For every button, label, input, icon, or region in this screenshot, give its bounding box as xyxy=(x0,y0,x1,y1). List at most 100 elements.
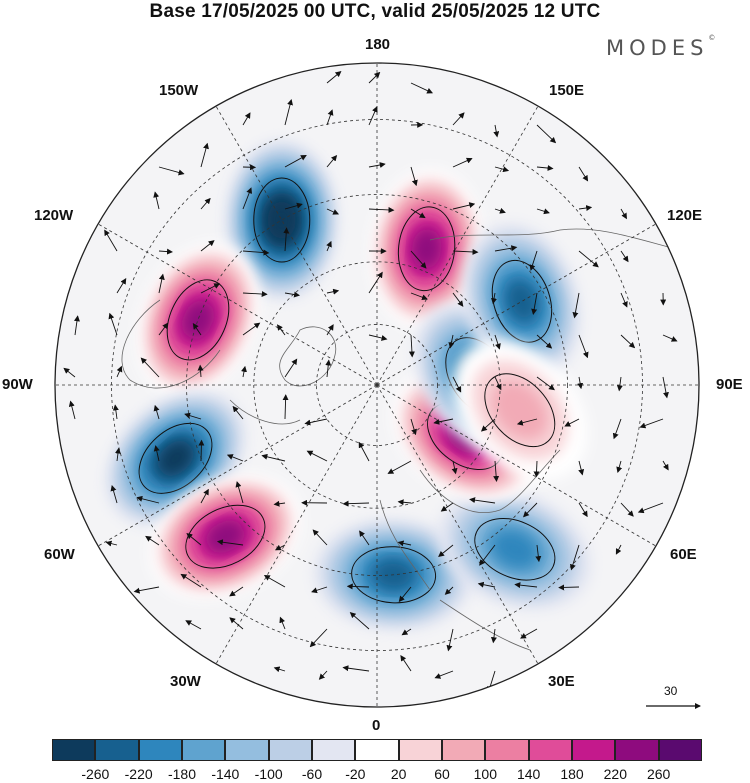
wind-vector-arrow xyxy=(346,583,370,590)
wind-vector-arrow xyxy=(368,106,378,126)
modes-logo: MODES© xyxy=(606,34,716,60)
wind-vector-arrow xyxy=(452,202,476,210)
wind-vector-arrow xyxy=(318,670,328,680)
wind-vector-arrow xyxy=(284,154,307,168)
wind-vector-arrow xyxy=(440,502,454,512)
lon-label-150e: 150E xyxy=(549,82,585,99)
lon-label-120e: 120E xyxy=(667,207,703,224)
wind-vector-arrow xyxy=(242,112,251,126)
wind-vector-arrow xyxy=(479,544,496,566)
wind-vector-arrow xyxy=(536,334,553,349)
colorbar-cell xyxy=(441,739,486,761)
wind-vector-arrow xyxy=(282,394,289,420)
wind-vector-arrow xyxy=(229,586,244,597)
wind-vector-arrow xyxy=(480,418,496,432)
wind-vector-arrow xyxy=(158,166,185,176)
wind-vector-arrow xyxy=(68,400,76,420)
wind-vector-arrow xyxy=(349,612,370,630)
wind-vector-arrow xyxy=(326,324,334,336)
wind-vector-arrow xyxy=(616,376,623,392)
wind-vector-arrow xyxy=(105,540,118,547)
wind-vector-arrow xyxy=(235,481,244,504)
colorbar-tick-label: -220 xyxy=(124,766,153,782)
wind-vector-arrow xyxy=(273,666,286,673)
wind-vector-arrow xyxy=(620,250,629,263)
wind-vector-arrow xyxy=(572,292,580,319)
wind-vector-arrow xyxy=(112,404,119,420)
wind-vector-arrow xyxy=(662,334,678,342)
wind-vector-arrow xyxy=(304,418,328,426)
wind-vector-arrow xyxy=(326,109,334,126)
anomaly-contour-band xyxy=(491,380,549,440)
wind-vector-arrow xyxy=(359,530,370,546)
wind-vector-arrow xyxy=(306,450,328,462)
lon-label-90w: 90W xyxy=(2,376,33,393)
colorbar-cell xyxy=(225,739,269,761)
wind-vector-arrow xyxy=(226,454,244,462)
wind-vector-arrow xyxy=(358,441,370,462)
wind-vector-arrow xyxy=(368,162,386,168)
lon-label-0: 0 xyxy=(372,717,381,734)
wind-vector-arrow xyxy=(612,418,622,440)
colorbar-tick-label: -140 xyxy=(211,766,240,782)
wind-vector-arrow xyxy=(110,484,118,504)
wind-vector-arrow xyxy=(153,445,160,462)
wind-vector-arrow xyxy=(410,208,426,219)
wind-vector-arrow xyxy=(469,497,496,504)
positive-anomaly xyxy=(370,168,483,329)
wind-vector-arrow xyxy=(397,540,412,547)
colorbar-tick-label: 140 xyxy=(516,766,541,782)
wind-vector-arrow xyxy=(200,240,215,252)
lon-label-90e: 90E xyxy=(716,376,743,393)
wind-vector-arrow xyxy=(261,453,286,462)
wind-vector-arrow xyxy=(242,322,261,336)
colorbar-tick-label: 20 xyxy=(390,766,407,782)
wind-vector-arrow xyxy=(639,418,664,429)
wind-vector-arrow xyxy=(73,315,80,336)
colorbar-tick-label: -60 xyxy=(301,766,323,782)
wind-vector-arrow xyxy=(535,544,542,563)
colorbar-cell xyxy=(571,739,616,761)
lon-label-120w: 120W xyxy=(34,207,74,224)
wind-vector-arrow xyxy=(397,499,412,506)
anomaly-contour-band xyxy=(491,530,538,569)
wind-vector-arrow xyxy=(63,367,76,378)
anomaly-contour-line xyxy=(253,177,311,263)
wind-vector-arrow xyxy=(114,447,121,462)
wind-vector-arrow xyxy=(452,292,464,307)
colorbar-tick-label: 100 xyxy=(473,766,498,782)
anomaly-contour-line xyxy=(474,518,556,581)
wind-vector-arrow xyxy=(578,205,593,211)
colorbar-tick-label: 60 xyxy=(434,766,450,782)
wind-vector-arrow xyxy=(312,529,328,546)
wind-vector-arrow xyxy=(494,376,502,391)
wind-vector-arrow xyxy=(326,288,340,295)
wind-vector-arrow xyxy=(326,154,338,168)
wind-vector-arrow xyxy=(368,334,388,341)
wind-vector-arrow xyxy=(493,460,500,482)
wind-vector-arrow xyxy=(400,654,412,672)
anomaly-contour-band xyxy=(182,300,214,340)
wind-vector-arrow xyxy=(494,245,518,252)
copyright-icon: © xyxy=(708,34,716,42)
negative-anomaly xyxy=(225,140,338,301)
wind-vector-arrow xyxy=(577,376,584,390)
lon-label-30w: 30W xyxy=(170,673,201,690)
wind-vector-arrow xyxy=(578,166,589,182)
wind-vector-arrow xyxy=(326,240,332,252)
wind-vector-arrow xyxy=(620,208,627,220)
wind-vector-arrow xyxy=(438,544,454,558)
anomaly-contour-line xyxy=(185,504,266,569)
wind-vector-arrow xyxy=(197,364,204,378)
colorbar-tick-label: -100 xyxy=(254,766,283,782)
wind-vector-arrow xyxy=(514,582,538,589)
wind-vector-arrow xyxy=(520,628,538,639)
positive-anomaly xyxy=(137,243,259,397)
wind-vector-arrow xyxy=(446,628,454,652)
wind-vector-arrow xyxy=(284,358,298,378)
wind-vector-arrow xyxy=(200,488,209,504)
wind-vector-arrow xyxy=(153,404,160,420)
wind-vector-arrow xyxy=(578,502,588,518)
wind-vector-arrow xyxy=(116,278,127,294)
